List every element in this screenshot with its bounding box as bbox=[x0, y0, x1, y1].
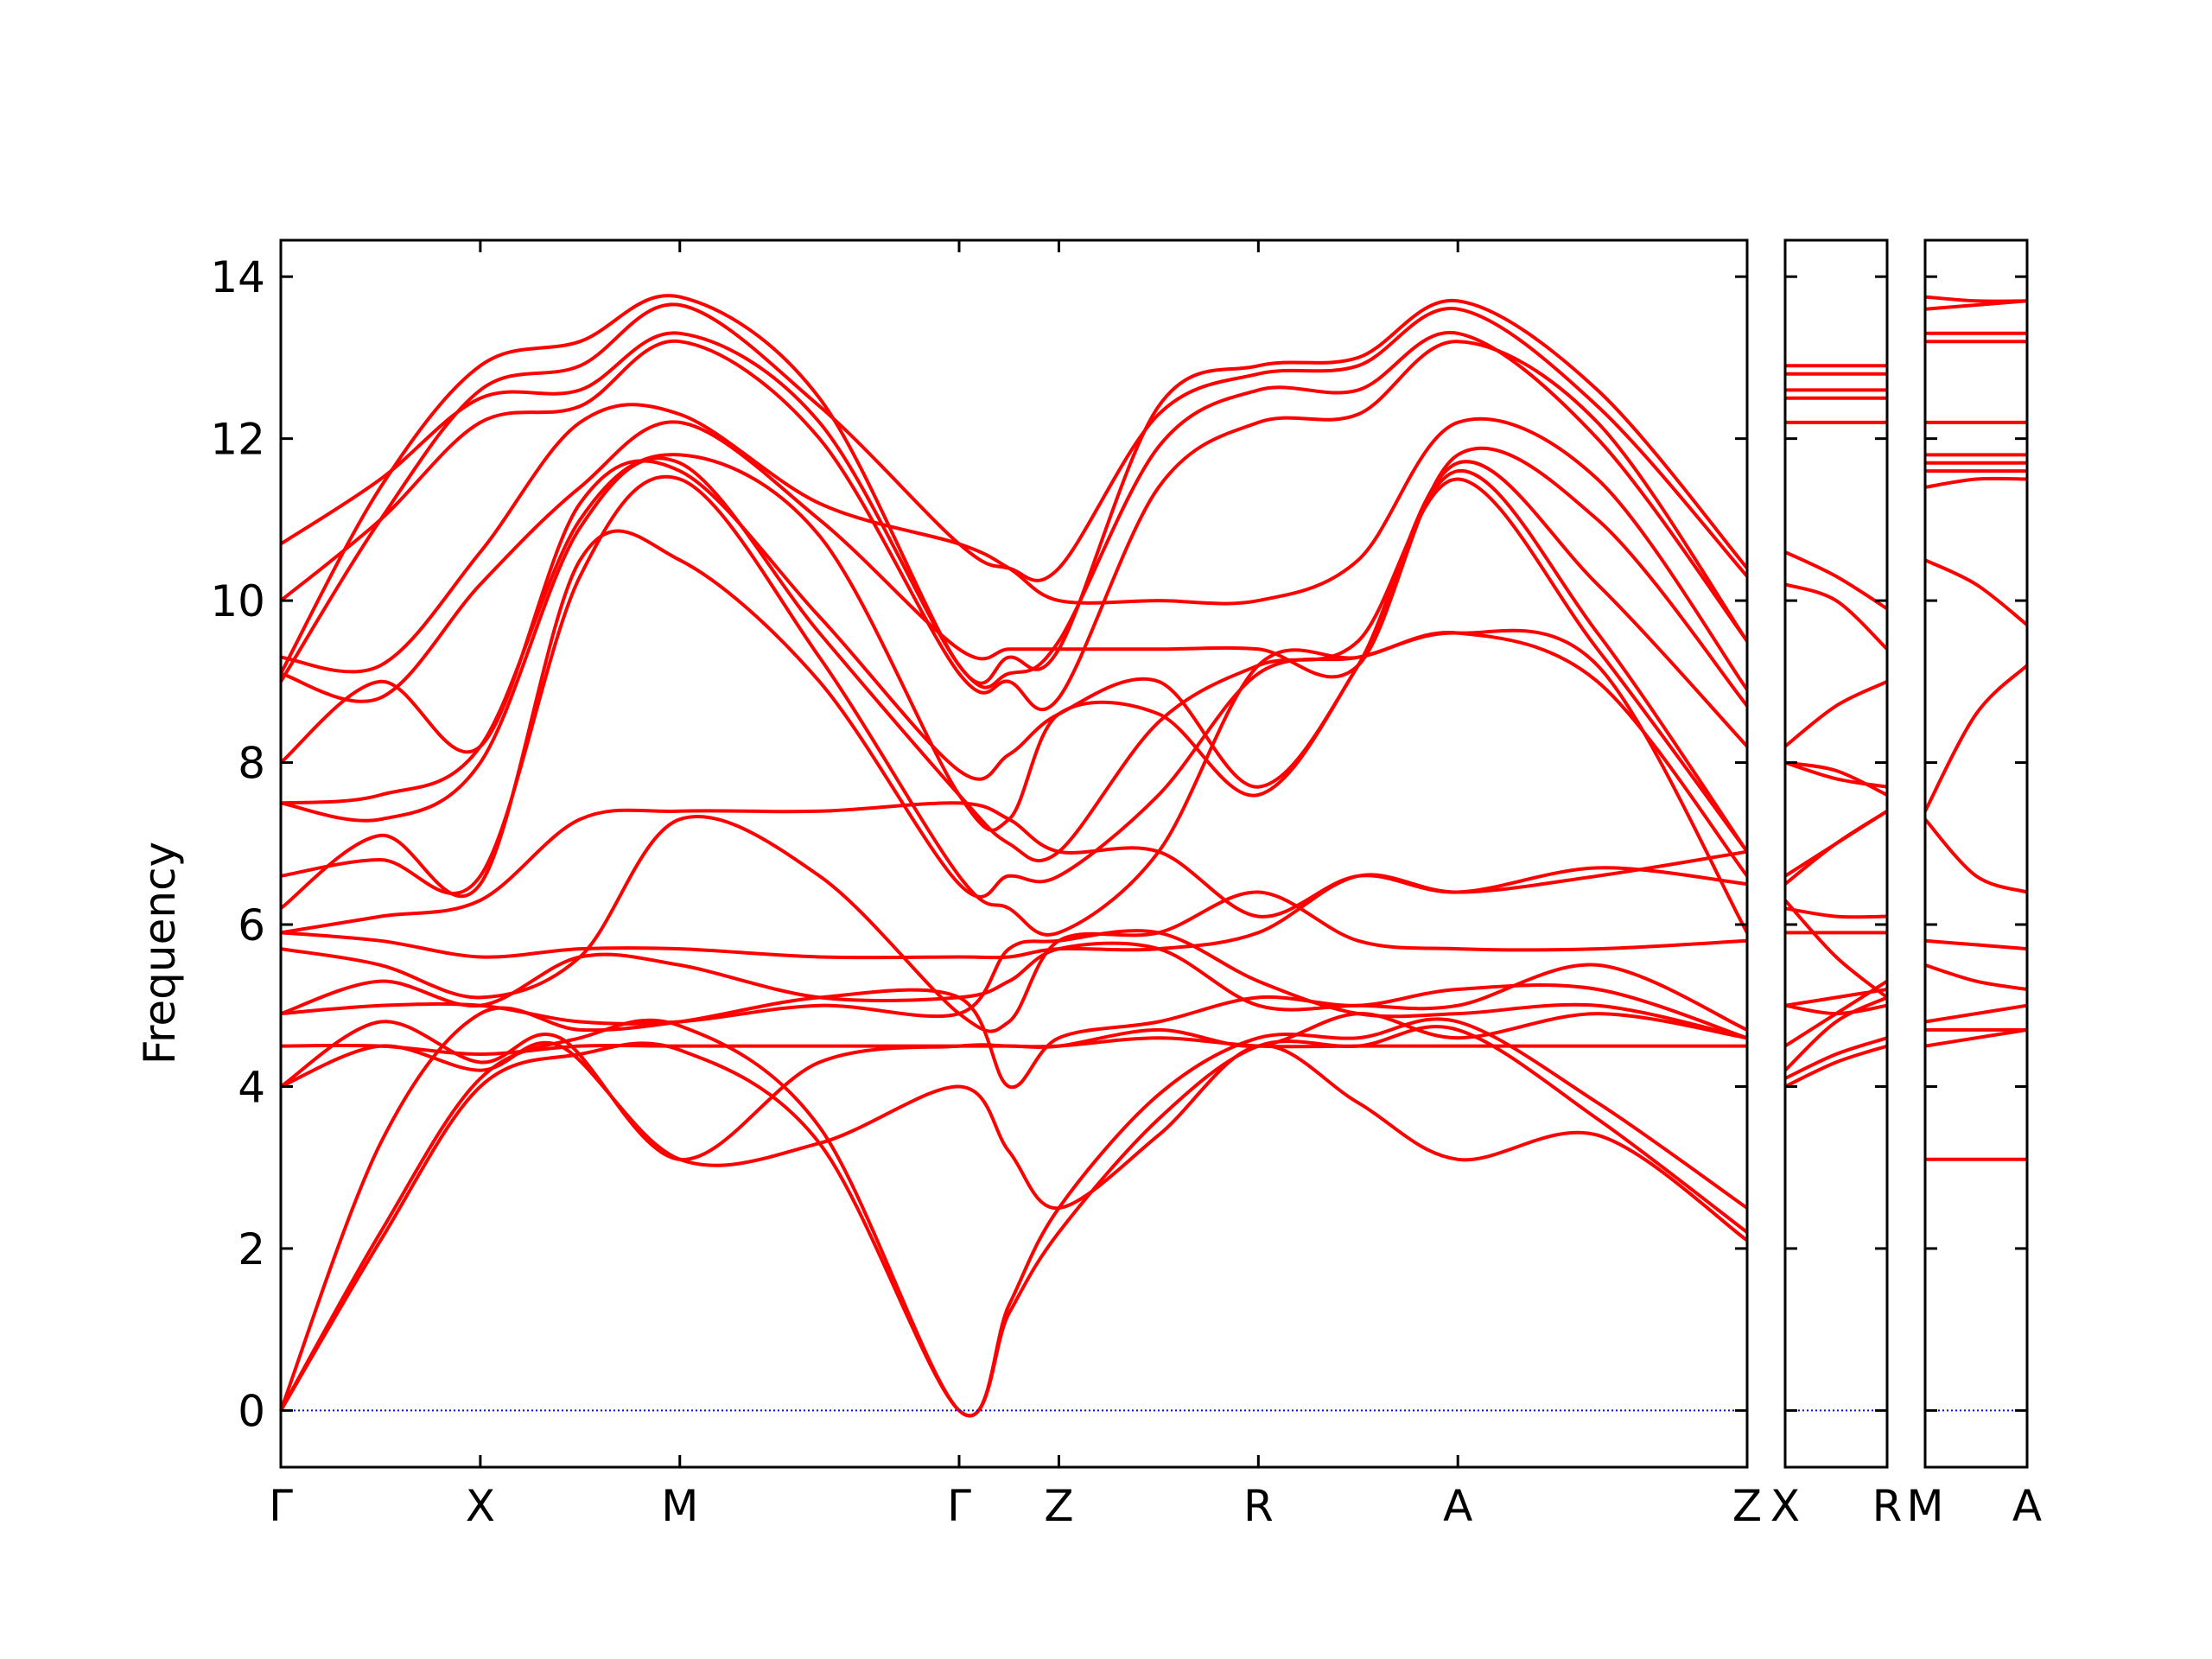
axes-frames bbox=[279, 238, 2029, 1469]
band-line-X-R-4 bbox=[1784, 1003, 1888, 1016]
band-line-M-A-1 bbox=[1924, 1027, 2028, 1048]
y-tick-label-12: 12 bbox=[210, 415, 265, 465]
band-line-M-A-4 bbox=[1924, 963, 2028, 991]
x-tick-label-main-4: Z bbox=[1044, 1481, 1073, 1531]
x-tick-label-main-5: R bbox=[1243, 1481, 1274, 1531]
band-line-main-18 bbox=[279, 339, 1749, 712]
band-line-X-R-1 bbox=[1784, 1036, 1888, 1080]
band-line-main-21 bbox=[279, 294, 1749, 685]
band-line-X-R-13 bbox=[1783, 679, 1888, 748]
x-tick-label-X-R-0: X bbox=[1770, 1481, 1800, 1531]
ticks bbox=[279, 240, 2029, 1467]
y-axis-label: Frequency bbox=[135, 842, 185, 1065]
x-tick-label-main-1: X bbox=[466, 1481, 495, 1531]
band-line-main-6 bbox=[280, 929, 1748, 1040]
x-tick-label-M-A-0: M bbox=[1906, 1481, 1943, 1531]
y-tick-label-2: 2 bbox=[238, 1224, 265, 1274]
band-line-main-20 bbox=[279, 302, 1749, 683]
y-tick-label-0: 0 bbox=[238, 1386, 265, 1436]
band-line-X-R-10 bbox=[1783, 810, 1889, 878]
band-line-main-10 bbox=[280, 801, 1748, 935]
y-tick-label-8: 8 bbox=[238, 739, 265, 789]
band-line-X-R-11 bbox=[1784, 760, 1888, 797]
band-line-X-R-2 bbox=[1783, 995, 1888, 1072]
band-line-main-2 bbox=[279, 983, 1748, 1412]
band-line-X-R-8 bbox=[1783, 899, 1889, 999]
x-tick-label-main-6: A bbox=[1443, 1481, 1472, 1531]
band-line-M-A-8 bbox=[1924, 558, 2029, 626]
band-line-X-R-7 bbox=[1784, 906, 1888, 919]
y-tick-label-10: 10 bbox=[210, 576, 265, 626]
x-tick-label-main-7: Z bbox=[1732, 1481, 1762, 1531]
band-line-main-12 bbox=[280, 474, 1749, 937]
x-tick-label-X-R-1: R bbox=[1872, 1481, 1903, 1531]
band-line-M-A-17 bbox=[1924, 295, 2028, 303]
band-line-M-A-5 bbox=[1924, 938, 2028, 951]
band-line-main-8 bbox=[280, 814, 1748, 1033]
x-tick-label-M-A-1: A bbox=[2012, 1481, 2042, 1531]
band-line-X-R-14 bbox=[1784, 582, 1889, 651]
band-line-main-16 bbox=[280, 420, 1749, 708]
band-line-M-A-7 bbox=[1923, 664, 2029, 812]
band-line-X-R-0 bbox=[1784, 1044, 1888, 1089]
band-line-main-15 bbox=[279, 459, 1749, 789]
band-line-main-13 bbox=[280, 456, 1749, 863]
y-tick-label-4: 4 bbox=[238, 1062, 265, 1112]
axes-frame-M-A bbox=[1923, 238, 2029, 1469]
band-line-main-19 bbox=[279, 330, 1749, 690]
band-line-main-7 bbox=[280, 941, 1748, 1032]
band-line-M-A-6 bbox=[1923, 817, 2028, 894]
x-tick-label-main-2: M bbox=[661, 1481, 698, 1531]
band-line-main-5 bbox=[280, 1036, 1747, 1056]
y-tick-label-14: 14 bbox=[210, 252, 265, 302]
x-tick-label-main-3: Γ bbox=[947, 1481, 971, 1531]
axes-frame-X-R bbox=[1783, 238, 1889, 1469]
band-line-M-A-3 bbox=[1924, 1003, 2028, 1024]
y-tick-label-6: 6 bbox=[238, 900, 265, 950]
axes-frame-main bbox=[279, 238, 1749, 1469]
band-line-M-A-9 bbox=[1924, 476, 2028, 489]
band-line-X-R-12 bbox=[1784, 760, 1888, 789]
x-tick-label-main-0: Γ bbox=[269, 1481, 293, 1531]
bands-layer bbox=[279, 294, 2029, 1418]
